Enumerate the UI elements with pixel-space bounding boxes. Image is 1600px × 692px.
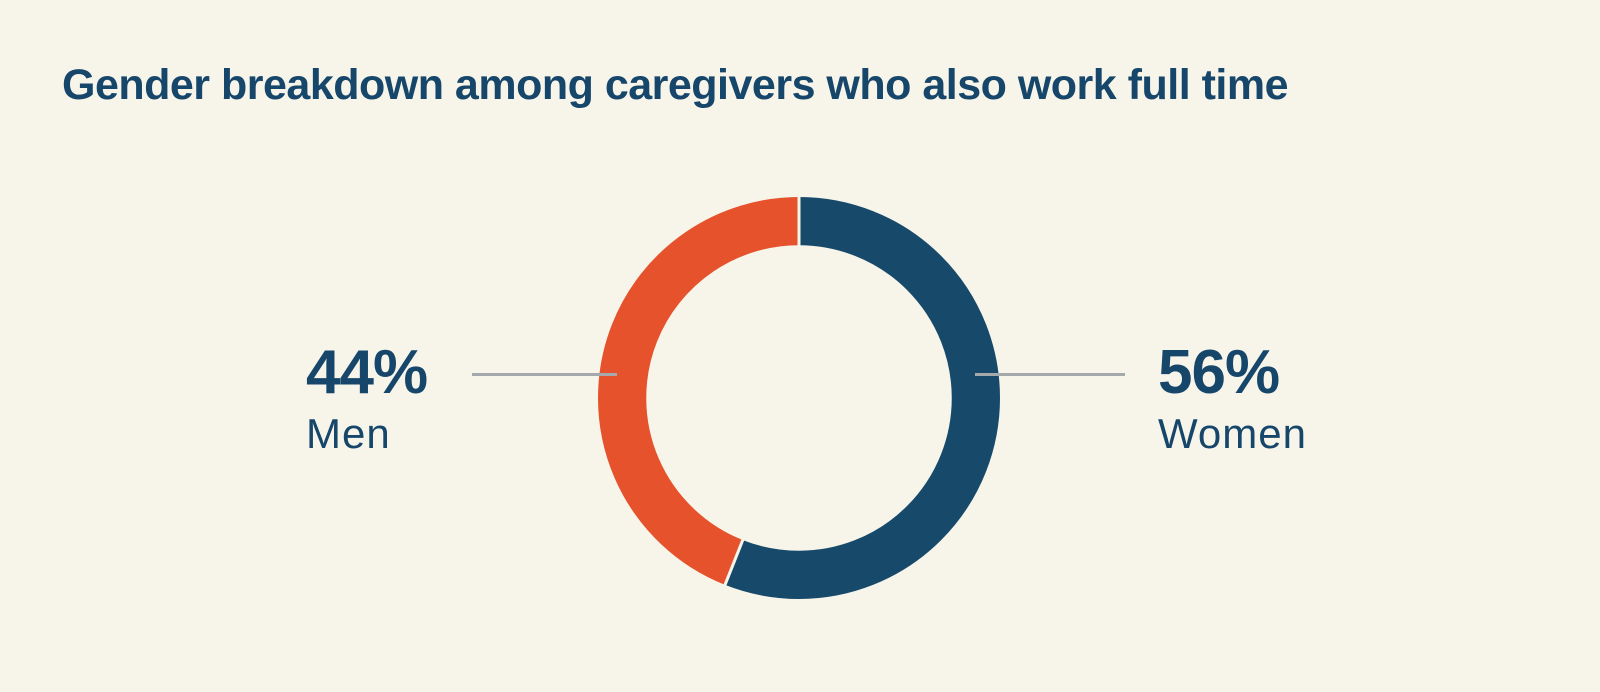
women-label-group: 56% Women [1158,342,1307,455]
donut-chart-container [597,194,1001,600]
men-percent-value: 44% [306,338,428,407]
men-pointer-line [472,373,617,376]
men-label-group: 44% Men [306,338,428,457]
chart-title: Gender breakdown among caregivers who al… [62,61,1289,109]
slice-divider [722,535,746,589]
men-label: Men [306,410,391,457]
donut-chart [597,194,1001,600]
women-percent-value: 56% [1158,338,1280,407]
women-pointer-line [975,373,1125,376]
women-label: Women [1158,410,1307,457]
